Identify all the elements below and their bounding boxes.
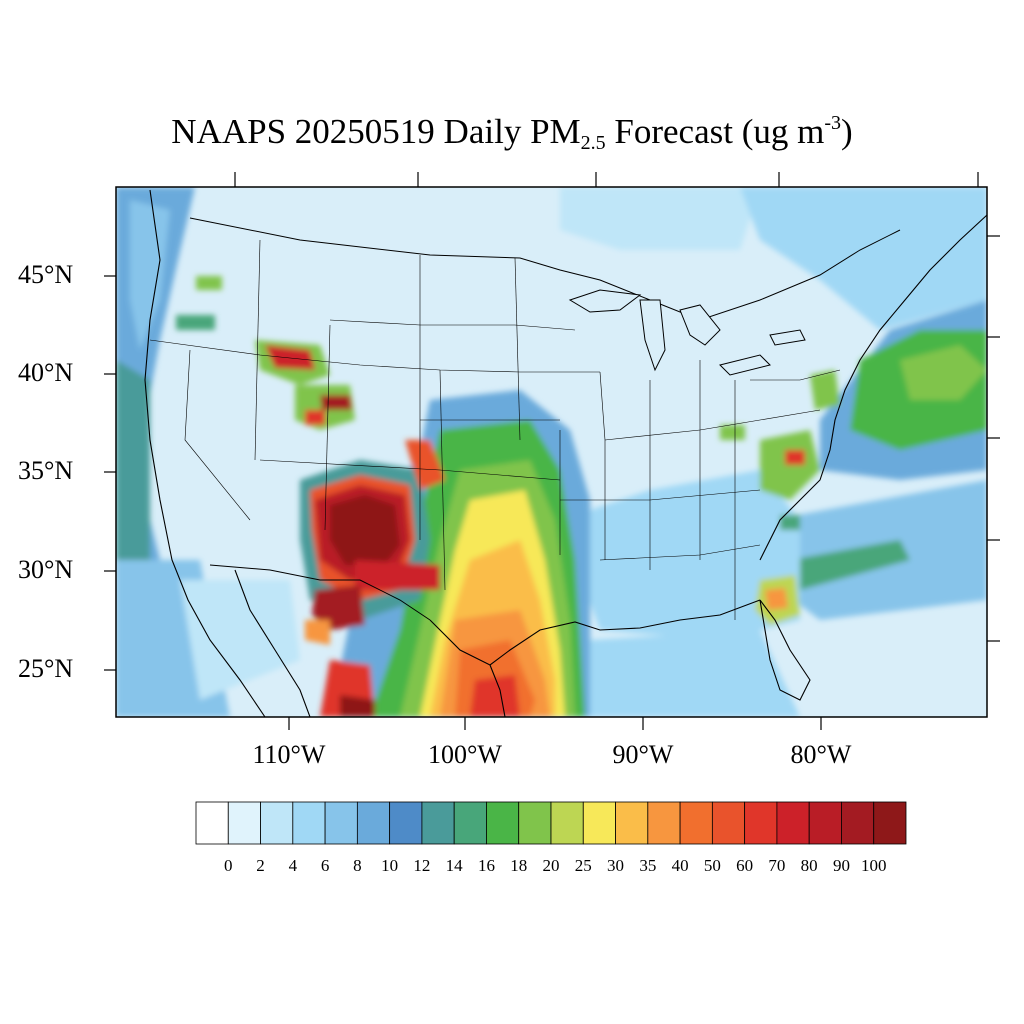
map-frame [115, 186, 988, 718]
colorbar-swatch [582, 801, 616, 845]
colorbar-label: 4 [288, 856, 298, 875]
colorbar-label: 14 [445, 856, 463, 875]
lon-label: 100°W [428, 740, 502, 769]
colorbar-label: 12 [413, 856, 431, 875]
lon-label: 90°W [612, 740, 674, 769]
colorbar-label: 8 [353, 856, 362, 875]
lat-ticks [104, 235, 1000, 671]
state-borders [149, 239, 841, 620]
great-lakes [568, 289, 806, 376]
lat-label: 30°N [18, 555, 74, 584]
colorbar-label: 0 [224, 856, 233, 875]
colorbar-label: 90 [832, 856, 850, 875]
colorbar-swatch [550, 801, 584, 845]
colorbar-swatch [486, 801, 520, 845]
pm25-field [116, 187, 987, 717]
colorbar-label: 10 [381, 856, 399, 875]
colorbar-swatch [776, 801, 810, 845]
colorbar-swatch [324, 801, 358, 845]
colorbar-swatch [873, 801, 907, 845]
colorbar-swatch [679, 801, 713, 845]
colorbar-swatch [227, 801, 261, 845]
colorbar-label: 60 [736, 856, 754, 875]
colorbar-label: 30 [607, 856, 625, 875]
colorbar-label: 6 [320, 856, 330, 875]
colorbar-label: 2 [256, 856, 265, 875]
colorbar-label: 40 [671, 856, 689, 875]
lat-label: 45°N [18, 260, 74, 289]
colorbar-swatch [841, 801, 875, 845]
colorbar-swatch [647, 801, 681, 845]
colorbar-label: 70 [768, 856, 786, 875]
lat-label: 40°N [18, 358, 74, 387]
colorbar-swatch [260, 801, 294, 845]
lat-label: 25°N [18, 654, 74, 683]
colorbar-swatch [808, 801, 842, 845]
colorbar-swatch [744, 801, 778, 845]
colorbar-label: 80 [800, 856, 818, 875]
lon-label: 80°W [790, 740, 852, 769]
colorbar-swatch [518, 801, 552, 845]
lon-label: 110°W [252, 740, 326, 769]
colorbar-label: 25 [574, 856, 592, 875]
colorbar-swatch [195, 801, 229, 845]
colorbar-label: 35 [639, 856, 657, 875]
colorbar-swatch [421, 801, 455, 845]
colorbar-label: 50 [703, 856, 721, 875]
colorbar-swatch [292, 801, 326, 845]
colorbar-label: 16 [477, 856, 495, 875]
colorbar-swatch [453, 801, 487, 845]
colorbar-label: 18 [510, 856, 528, 875]
lon-ticks [234, 172, 979, 730]
colorbar-swatch [356, 801, 391, 845]
coastline [144, 189, 987, 717]
colorbar-label: 20 [542, 856, 560, 875]
colorbar-label: 100 [860, 856, 887, 875]
colorbar [195, 801, 907, 845]
map-title: NAAPS 20250519 Daily PM2.5 Forecast (ug … [171, 112, 853, 154]
lat-label: 35°N [18, 456, 74, 485]
colorbar-swatch [615, 801, 649, 845]
colorbar-swatch [389, 801, 423, 845]
colorbar-swatch [711, 801, 746, 845]
